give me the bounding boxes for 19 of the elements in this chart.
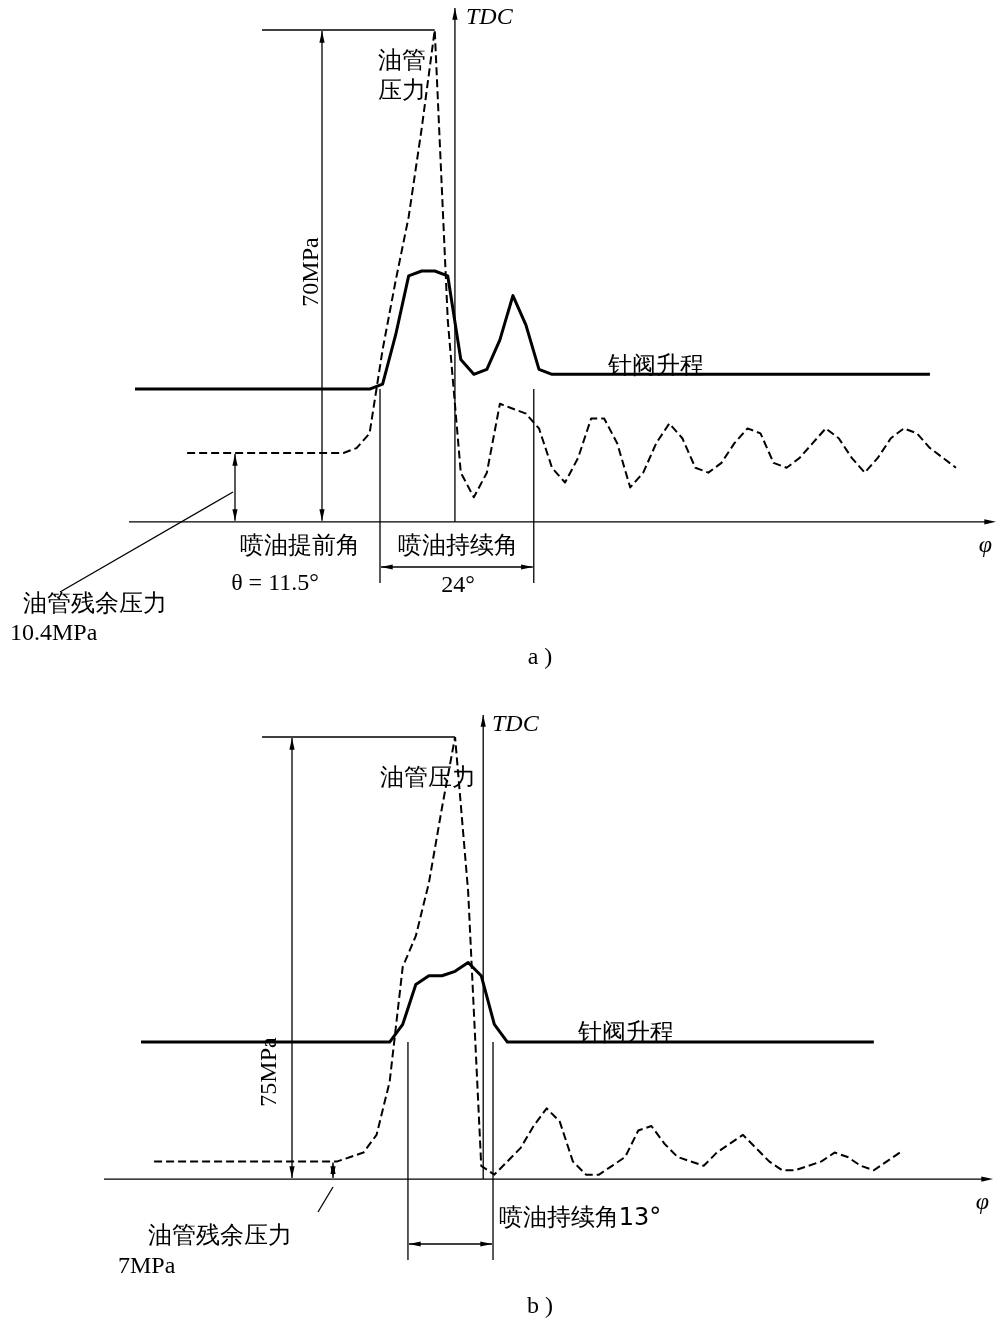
text: a )	[527, 643, 553, 670]
text: TDC	[466, 3, 514, 30]
text: 7MPa	[118, 1252, 176, 1279]
text: b )	[527, 1292, 553, 1319]
text: 喷油提前角	[240, 531, 360, 560]
series-label: 油管压力	[378, 46, 426, 105]
text: 10.4MPa	[10, 619, 98, 646]
text: 24°	[441, 571, 475, 598]
text: 油管残余压力	[23, 589, 167, 618]
x-axis-title: φ	[975, 1188, 989, 1215]
series-label: 油管压力	[380, 763, 476, 792]
text: θ = 11.5°	[231, 569, 319, 596]
annotation: 75MPa	[255, 1036, 282, 1107]
annotation: 70MPa	[297, 236, 324, 307]
text: 喷油持续角	[398, 531, 518, 560]
text: TDC	[492, 710, 540, 737]
x-axis-title: φ	[978, 531, 992, 558]
text: 喷油持续角13°	[498, 1203, 662, 1232]
text: 油管残余压力	[148, 1221, 292, 1250]
